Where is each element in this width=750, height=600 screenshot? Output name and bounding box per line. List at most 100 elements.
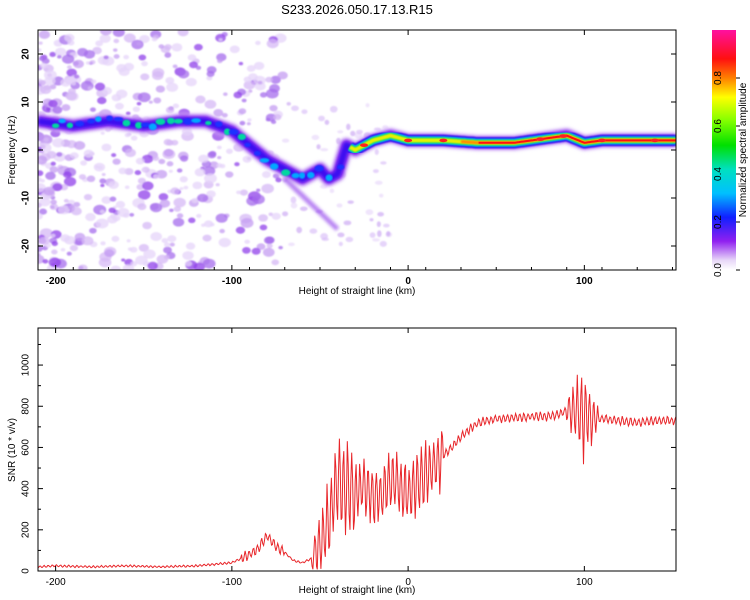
spectrogram-noise-cell [142,181,154,191]
spectrogram-noise-cell [251,247,261,255]
spectrogram-noise-cell [60,248,66,252]
spectrogram-noise-cell [225,171,234,178]
spectrogram-noise-cell [261,183,274,194]
spectrogram-noise-cell [374,180,383,185]
spectrogram-noise-cell [67,40,75,46]
spectrogram-noise-cell [173,206,182,212]
spectrogram-noise-cell [173,197,186,208]
snr-xlabel: Height of straight line (km) [299,585,416,596]
spectrogram-noise-cell [216,163,223,168]
spectrogram-noise-cell [38,146,42,152]
spectrogram-noise-cell [132,106,140,113]
spectrogram-noise-cell [184,260,193,267]
spectrogram-noise-cell [152,174,160,179]
spectrogram-noise-cell [151,37,158,42]
spectrogram-noise-cell [376,221,381,228]
spectrogram-noise-cell [80,160,88,166]
spectrogram-noise-cell [150,232,162,241]
spectrogram-noise-cell [38,213,43,220]
spectrogram-noise-cell [110,265,121,270]
spectrogram-noise-cell [171,139,179,146]
spectrogram-noise-cell [148,100,153,104]
spectrogram-hotspot [166,117,175,125]
spectrogram-noise-cell [181,127,193,136]
spectrogram-noise-cell [189,61,198,69]
spectrogram-noise-cell [50,161,56,166]
spectrogram-noise-cell [301,109,308,115]
spectrogram-noise-cell [256,188,261,192]
spectrogram-noise-cell [138,243,149,252]
spectrogram-noise-cell [164,52,172,57]
spectrogram-noise-cell [83,50,96,59]
spectrogram-hotspot [155,118,166,125]
spectrogram-noise-cell [176,213,184,219]
spectrogram-noise-cell [379,240,387,247]
spectrogram-noise-cell [238,108,247,115]
spectrogram-noise-cell [266,243,273,249]
spectrogram-noise-cell [143,249,156,259]
spectrogram-noise-cell [121,258,126,262]
spectrogram-peak [536,137,545,141]
spectrogram-noise-cell [187,54,197,61]
spectrogram-noise-cell [123,54,130,60]
spectrogram-noise-cell [185,77,197,87]
spectrogram-peak [404,138,413,143]
spectrogram-noise-cell [244,239,250,244]
spectrogram-noise-cell [85,61,91,65]
snr-ytick-label: 200 [21,521,32,538]
spectrogram-noise-cell [365,103,370,108]
spectrogram-noise-cell [55,47,67,57]
spectrogram-noise-cell [140,73,150,81]
spectrogram-noise-cell [137,177,146,184]
spectrogram-noise-cell [49,84,57,90]
spectrogram-noise-cell [61,104,71,112]
spectrogram-noise-cell [263,236,274,245]
spectrogram-noise-cell [64,235,76,245]
spectrogram-hotspot [75,120,85,127]
spectrogram-noise-cell [123,213,130,218]
snr-xtick-label: 100 [576,577,593,588]
spectrogram-noise-cell [108,180,119,189]
spectrogram-noise-cell [92,46,102,55]
spectrogram-noise-cell [100,183,105,188]
spectrogram-noise-cell [136,42,142,46]
spectrogram-hotspot [307,171,315,179]
spectrogram-noise-cell [130,261,138,267]
spectrogram-noise-cell [311,134,320,140]
spectrogram-noise-cell [195,95,206,104]
spectrogram-xtick-label: -200 [46,276,66,287]
spectrogram-noise-cell [63,176,77,187]
spectrogram-noise-cell [166,82,179,92]
spectrogram-hotspot [228,129,239,135]
spectrogram-noise-cell [52,138,65,148]
spectrogram-noise-cell [48,257,61,268]
spectrogram-noise-cell [243,76,252,83]
spectrogram-noise-cell [282,211,289,217]
spectrogram-noise-cell [97,165,103,170]
spectrogram-noise-cell [238,61,244,66]
spectrogram-noise-cell [38,170,44,177]
spectrogram-branch [282,176,340,231]
spectrogram-noise-cell [383,223,390,228]
snr-ytick-label: 0 [21,568,32,574]
spectrogram-noise-cell [39,150,45,154]
spectrogram-noise-cell [136,101,142,106]
spectrogram-noise-cell [89,59,96,65]
spectrogram-hotspot [205,120,212,126]
spectrogram-noise-cell [241,98,247,103]
spectrogram-noise-cell [39,236,50,245]
spectrogram-noise-cell [286,101,291,106]
spectrogram-noise-cell [365,209,374,216]
spectrogram-noise-cell [99,209,105,214]
spectrogram-noise-cell [318,115,325,122]
spectrogram-noise-cell [337,130,344,134]
spectrogram-noise-cell [338,241,343,247]
chart-title: S233.2026.050.17.13.R15 [281,2,433,17]
spectrogram-noise-cell [100,131,105,135]
spectrogram-noise-cell [369,232,376,238]
spectrogram-noise-cell [243,80,256,90]
spectrogram-noise-cell [176,168,183,173]
spectrogram-noise-cell [265,117,271,122]
spectrogram-noise-cell [66,251,72,256]
spectrogram-xlabel: Height of straight line (km) [299,286,416,297]
